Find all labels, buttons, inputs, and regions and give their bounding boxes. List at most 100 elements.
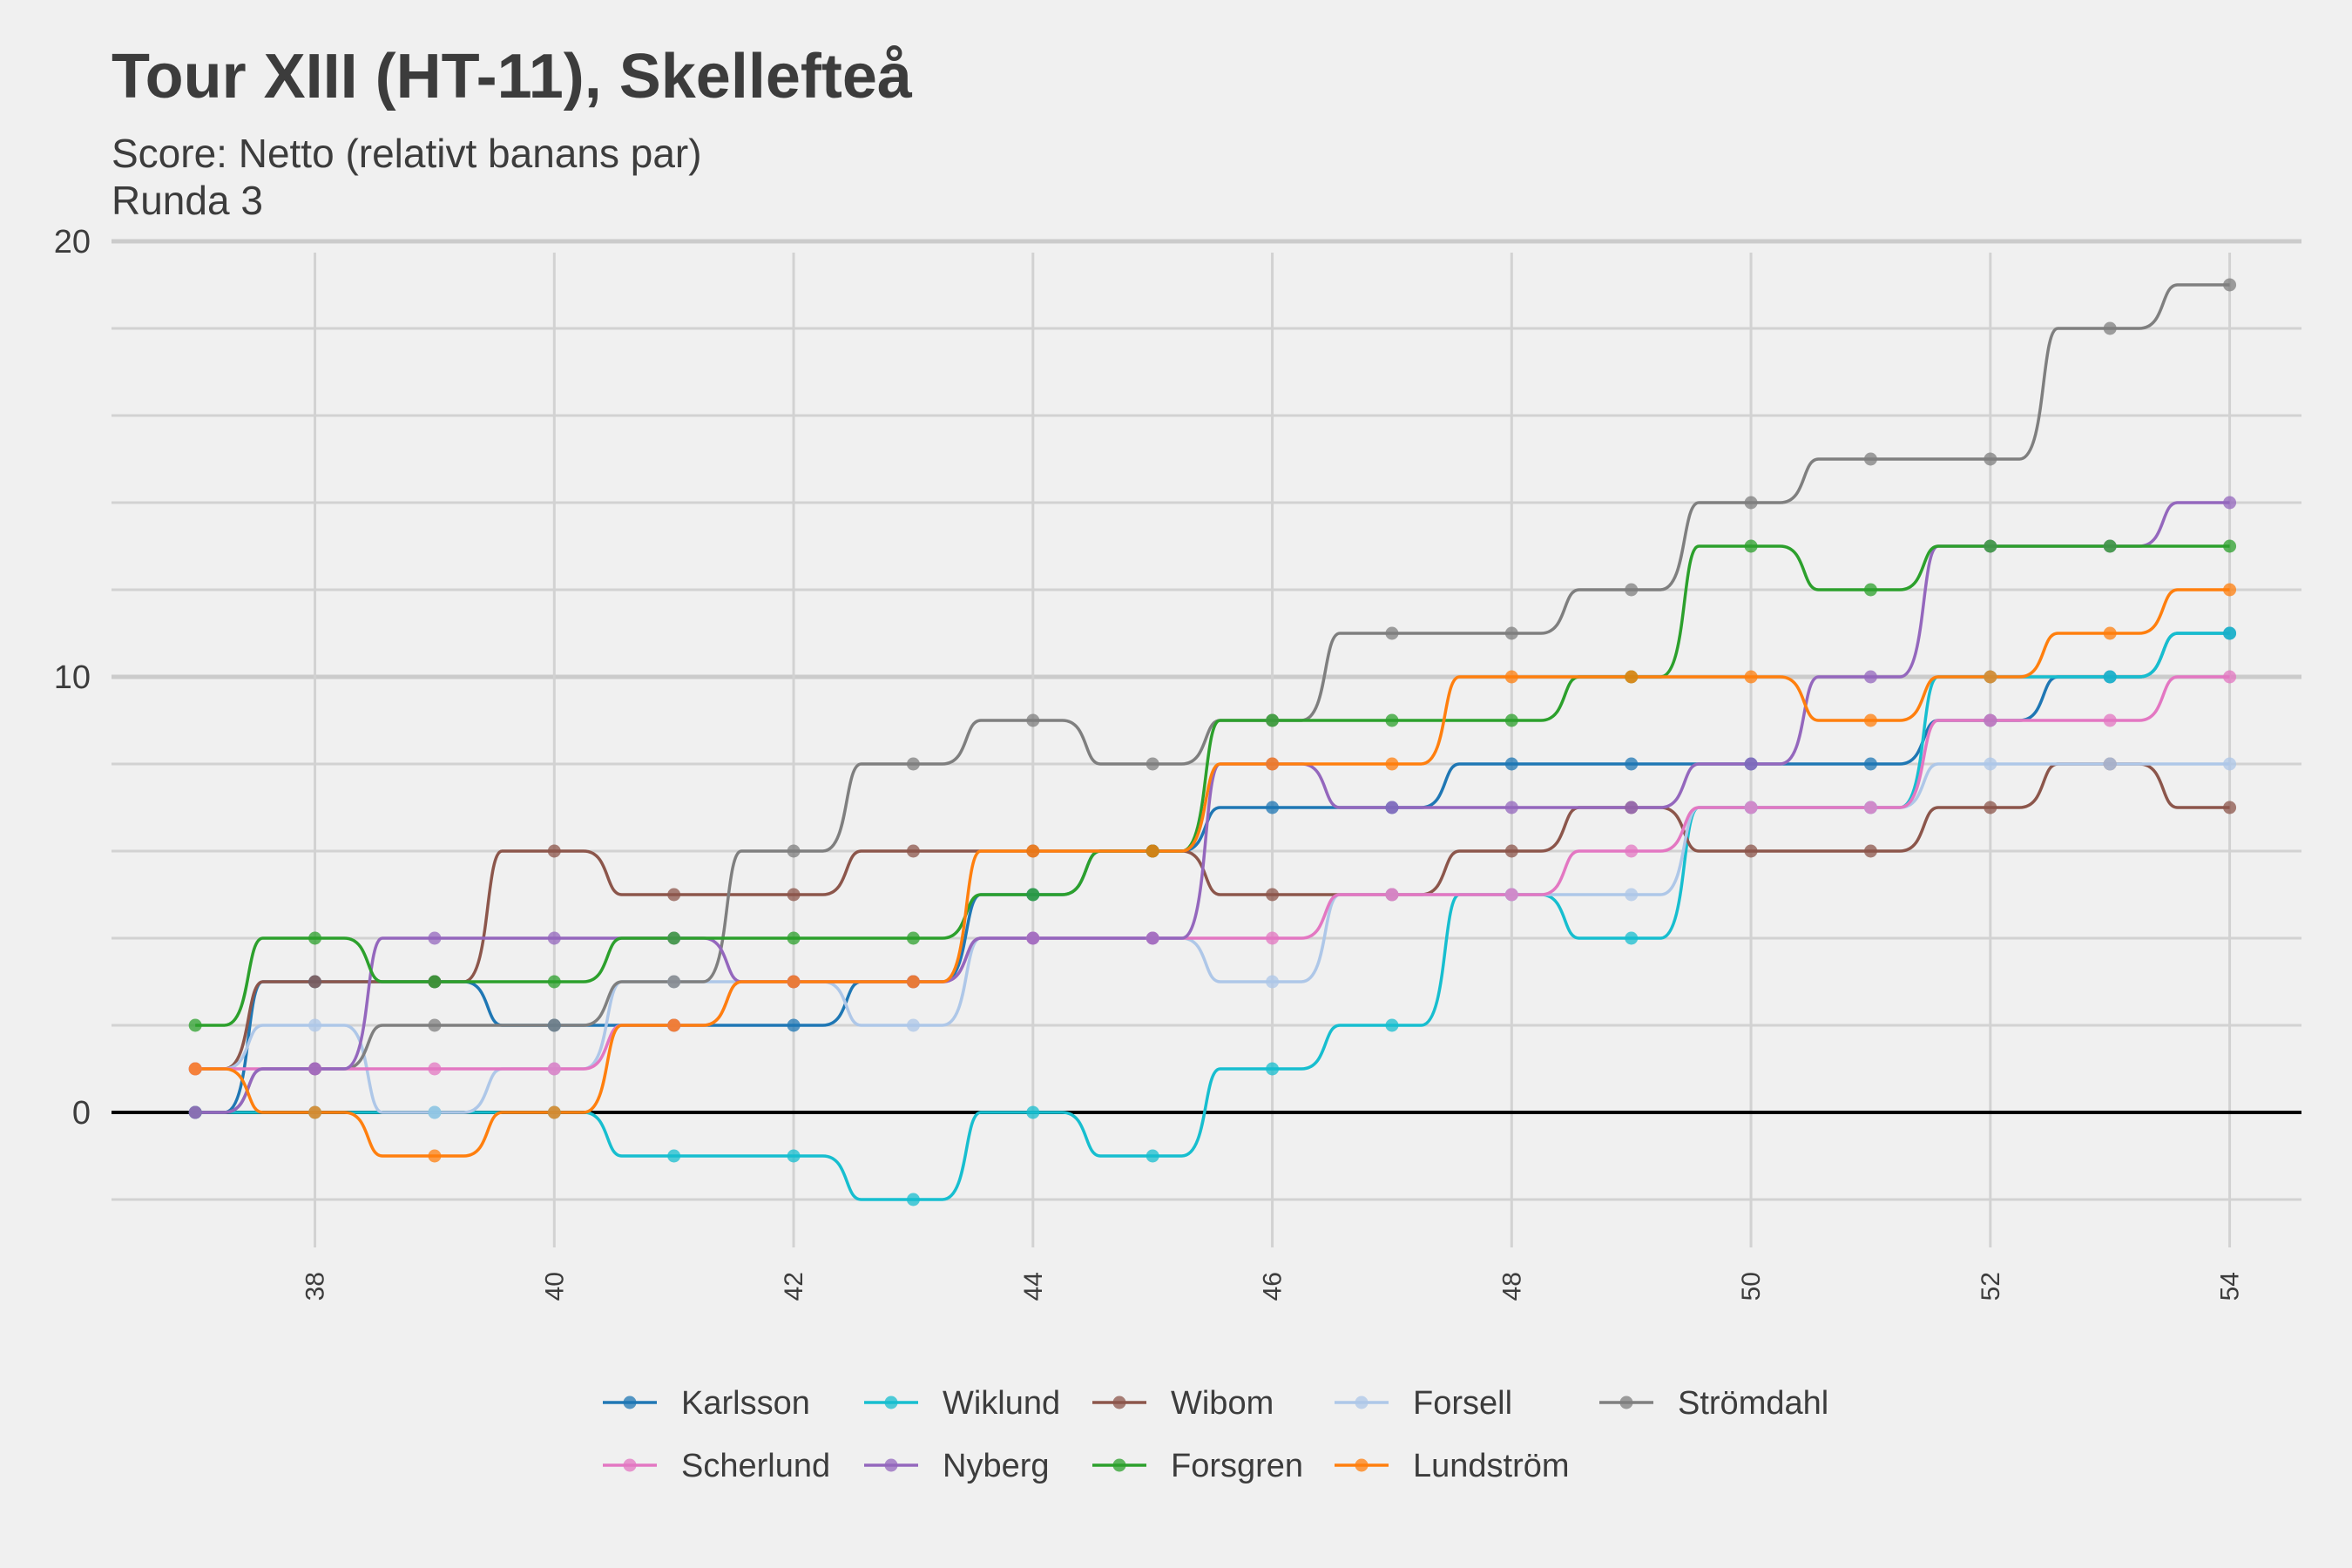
data-point xyxy=(1504,626,1518,640)
x-tick-label: 48 xyxy=(1497,1272,1526,1301)
legend: Karlsson Wiklund Wibom Forsell Strömdahl Sche… xyxy=(603,1385,1828,1484)
series-line xyxy=(195,501,2230,1114)
data-point xyxy=(308,1062,322,1076)
series-line xyxy=(195,588,2230,1158)
data-point xyxy=(2103,539,2117,553)
data-point xyxy=(1266,757,1280,771)
data-point xyxy=(2223,583,2237,597)
data-point xyxy=(1625,583,1639,597)
legend-key-point xyxy=(884,1458,898,1472)
data-point xyxy=(308,931,322,945)
data-point xyxy=(1266,1062,1280,1076)
data-point xyxy=(667,931,681,945)
data-point xyxy=(2223,496,2237,510)
data-point xyxy=(1146,1149,1159,1163)
data-point xyxy=(547,1018,561,1032)
data-point xyxy=(2103,626,2117,640)
data-point xyxy=(1385,1018,1399,1032)
data-point xyxy=(308,975,322,989)
data-point xyxy=(1504,713,1518,727)
legend-label: Karlsson xyxy=(681,1385,810,1422)
x-tick-label: 54 xyxy=(2216,1272,2245,1301)
data-point xyxy=(2223,539,2237,553)
data-point xyxy=(1744,757,1758,771)
data-point xyxy=(1504,801,1518,814)
data-point xyxy=(906,931,920,945)
legend-label: Wibom xyxy=(1171,1385,1274,1422)
data-point xyxy=(547,1062,561,1076)
data-point xyxy=(1504,888,1518,902)
series-line xyxy=(195,632,2230,1114)
data-point xyxy=(1984,713,1997,727)
data-point xyxy=(1744,670,1758,684)
data-point xyxy=(1266,801,1280,814)
data-point xyxy=(1504,844,1518,858)
y-tick-label: 20 xyxy=(54,224,91,260)
data-point xyxy=(547,975,561,989)
data-point xyxy=(1984,757,1997,771)
data-point xyxy=(428,1105,442,1119)
data-point xyxy=(1744,496,1758,510)
chart-subtitle: Score: Netto (relativt banans par) xyxy=(112,131,702,176)
data-point xyxy=(787,1018,801,1032)
data-points xyxy=(188,278,2237,1206)
legend-label: Wiklund xyxy=(943,1385,1060,1422)
x-axis-ticks: 38 40 42 44 46 48 50 52 54 xyxy=(301,1272,2245,1301)
data-point xyxy=(428,1062,442,1076)
data-point xyxy=(1984,452,1997,466)
data-point xyxy=(1266,713,1280,727)
y-axis-ticks: 0 10 20 xyxy=(54,224,91,1132)
data-point xyxy=(906,1193,920,1206)
data-point xyxy=(1863,583,1877,597)
data-point xyxy=(188,1018,202,1032)
y-tick-label: 0 xyxy=(72,1095,91,1132)
legend-label: Scherlund xyxy=(681,1448,830,1484)
data-point xyxy=(906,1018,920,1032)
data-point xyxy=(1863,801,1877,814)
data-point xyxy=(1984,539,1997,553)
data-point xyxy=(1146,844,1159,858)
data-point xyxy=(1385,626,1399,640)
series-lines xyxy=(195,283,2230,1201)
data-point xyxy=(1625,888,1639,902)
data-point xyxy=(787,975,801,989)
legend-label: Nyberg xyxy=(943,1448,1050,1484)
data-point xyxy=(1146,757,1159,771)
data-point xyxy=(547,844,561,858)
data-point xyxy=(1266,975,1280,989)
data-point xyxy=(1863,452,1877,466)
data-point xyxy=(787,1149,801,1163)
x-tick-label: 46 xyxy=(1259,1272,1288,1301)
legend-key-point xyxy=(1619,1396,1633,1409)
data-point xyxy=(1026,931,1040,945)
x-tick-label: 38 xyxy=(301,1272,330,1301)
data-point xyxy=(547,931,561,945)
x-tick-label: 44 xyxy=(1019,1272,1048,1301)
data-point xyxy=(1984,801,1997,814)
data-point xyxy=(2223,801,2237,814)
data-point xyxy=(2103,670,2117,684)
data-point xyxy=(1266,931,1280,945)
data-point xyxy=(1625,931,1639,945)
data-point xyxy=(1385,757,1399,771)
data-point xyxy=(308,1018,322,1032)
data-point xyxy=(667,975,681,989)
data-point xyxy=(906,757,920,771)
data-point xyxy=(1863,757,1877,771)
data-point xyxy=(2223,670,2237,684)
data-point xyxy=(1026,713,1040,727)
data-point xyxy=(2103,757,2117,771)
data-point xyxy=(1625,801,1639,814)
legend-label: Strömdahl xyxy=(1678,1385,1828,1422)
legend-key-point xyxy=(1112,1396,1126,1409)
data-point xyxy=(906,975,920,989)
x-tick-label: 52 xyxy=(1977,1272,2005,1301)
x-tick-label: 42 xyxy=(780,1272,808,1301)
series-line xyxy=(195,283,2230,1114)
data-point xyxy=(188,1062,202,1076)
data-point xyxy=(1385,888,1399,902)
data-point xyxy=(428,1149,442,1163)
data-point xyxy=(787,931,801,945)
data-point xyxy=(1266,888,1280,902)
